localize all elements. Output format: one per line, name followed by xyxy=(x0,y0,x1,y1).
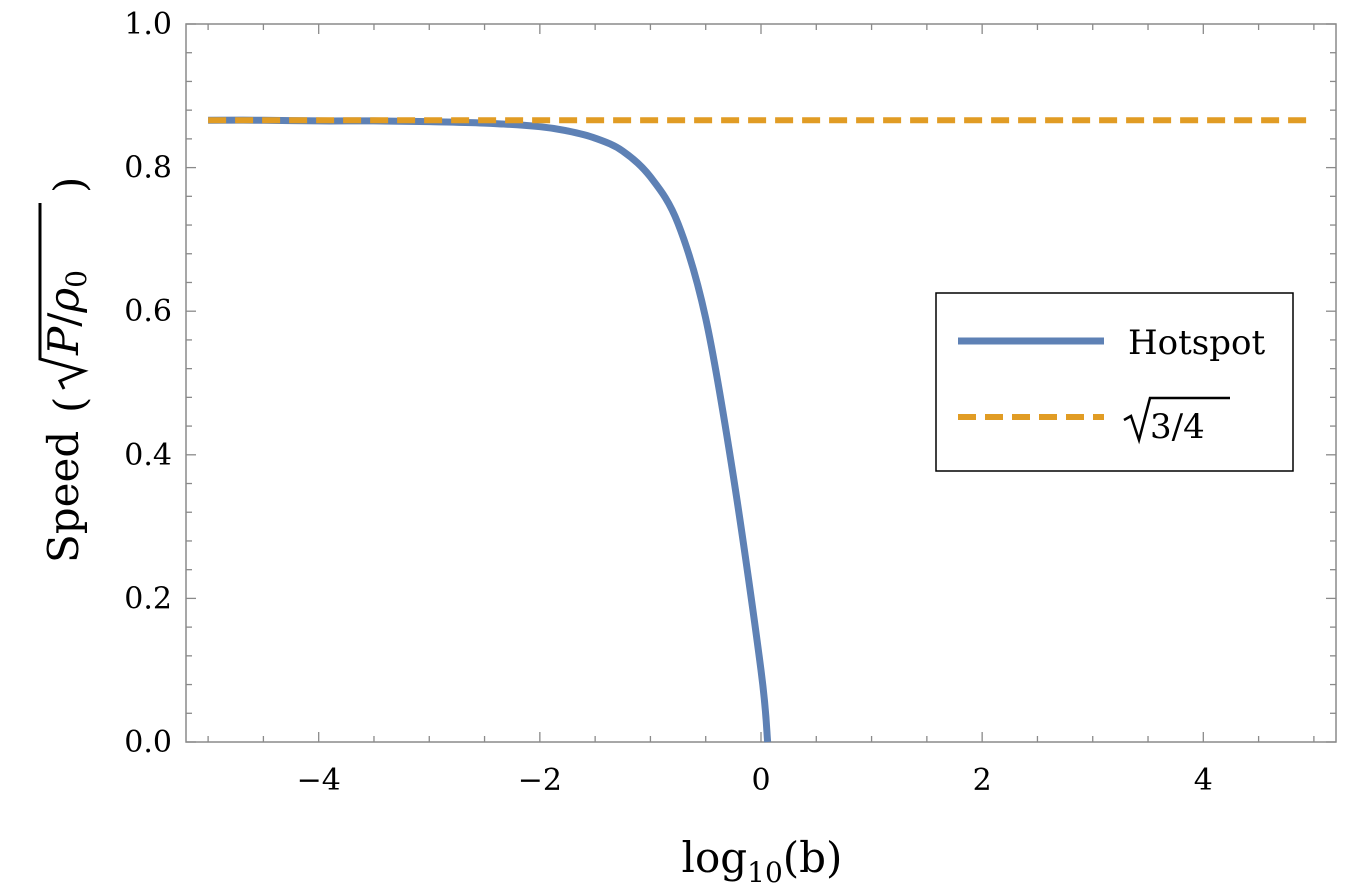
legend-radical-sign xyxy=(1123,396,1230,445)
y-axis-title-radicand: P/ρ0 xyxy=(39,270,93,356)
x-axis-title: log10(b) xyxy=(682,833,843,889)
y-tick-label: 0.0 xyxy=(124,725,172,760)
x-axis-title-subscript: 10 xyxy=(747,856,783,889)
ticks: −4 −2 0 2 4 0.0 0.2 0.4 0.6 0.8 1.0 xyxy=(124,7,1336,798)
x-tick-label: 4 xyxy=(1194,763,1213,798)
y-axis-title-radical-sign xyxy=(38,203,89,390)
y-tick-label: 0.8 xyxy=(124,151,172,186)
legend: Hotspot 3/4 xyxy=(935,292,1294,472)
y-tick-label: 0.6 xyxy=(124,294,172,329)
y-axis-title-radicand-denominator: ρ xyxy=(39,288,88,314)
legend-label-sqrt-three-quarters: 3/4 xyxy=(1150,407,1205,447)
y-tick-label: 0.4 xyxy=(124,438,172,473)
x-tick-label: 0 xyxy=(751,763,770,798)
y-axis-title-word: Speed xyxy=(39,431,88,563)
y-tick-label: 0.2 xyxy=(124,581,172,616)
y-axis-title-radicand-subscript: 0 xyxy=(60,270,93,288)
y-axis-title-open-paren: ( xyxy=(45,397,94,413)
x-tick-label: −2 xyxy=(518,763,562,798)
y-axis-title-radicand-numerator: P xyxy=(39,326,88,356)
x-tick-label: −4 xyxy=(297,763,341,798)
legend-box xyxy=(935,292,1294,472)
x-axis-title-base: log xyxy=(682,833,748,882)
x-tick-label: 2 xyxy=(973,763,992,798)
legend-label-hotspot: Hotspot xyxy=(1128,323,1265,363)
y-axis-title: Speed ( P/ρ0 ) xyxy=(38,177,94,563)
series-line-hotspot xyxy=(208,116,772,743)
y-axis-title-close-paren: ) xyxy=(45,177,94,193)
series-layer xyxy=(208,116,1314,743)
y-tick-label: 1.0 xyxy=(124,7,172,42)
x-axis-title-argument: (b) xyxy=(783,833,843,882)
y-axis-title-radicand-slash: / xyxy=(39,312,88,327)
